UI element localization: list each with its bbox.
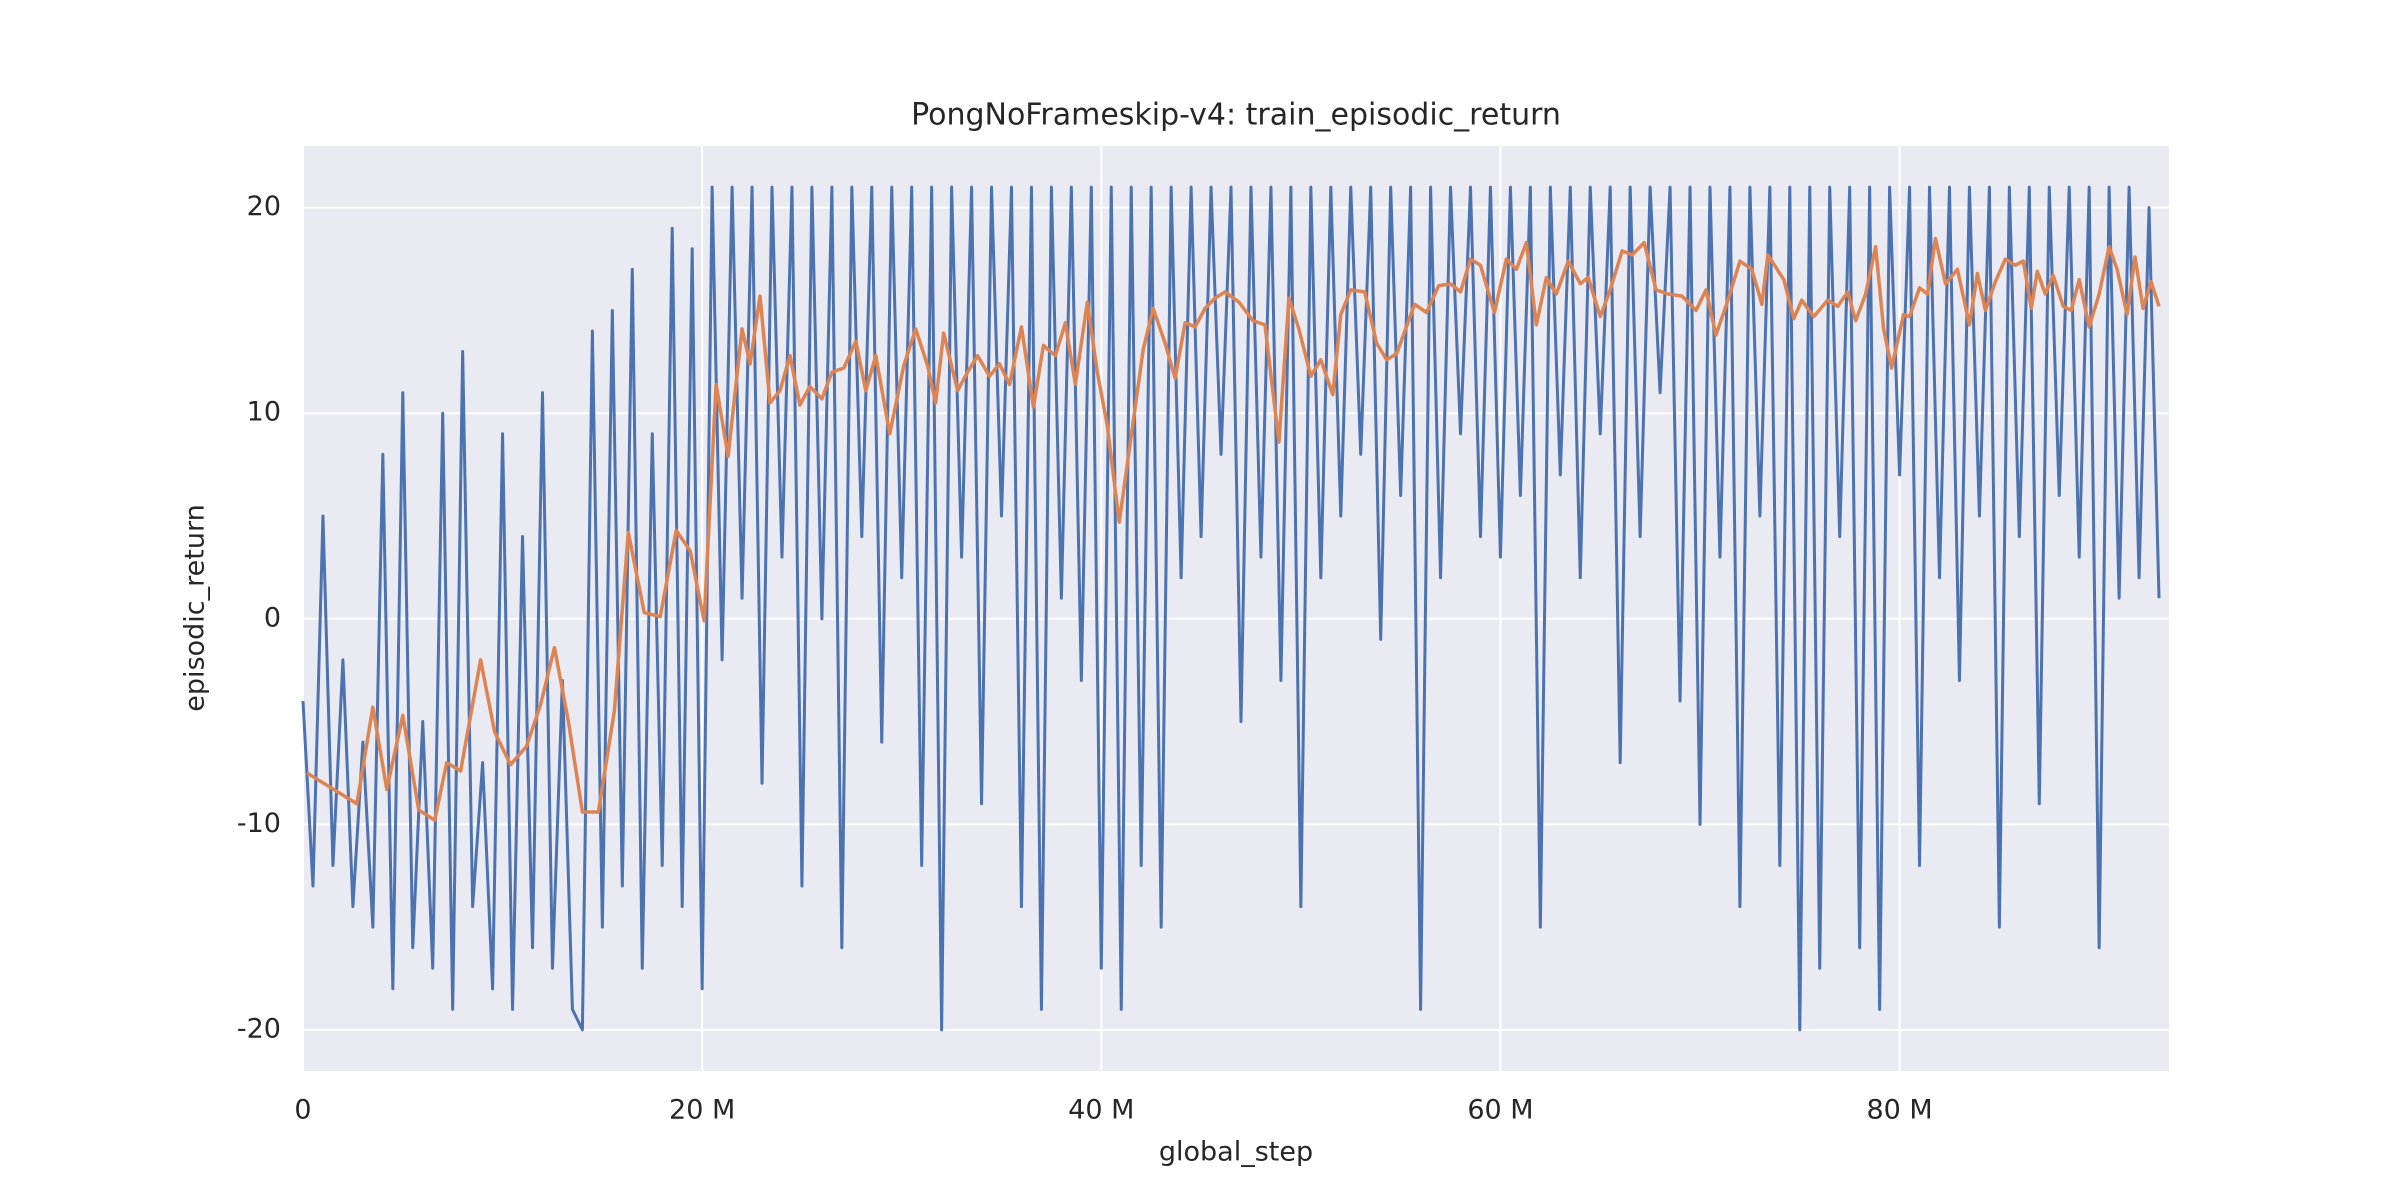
x-tick-label: 40 M bbox=[1068, 1095, 1134, 1126]
x-tick-label: 0 bbox=[294, 1095, 311, 1126]
y-tick-label: 0 bbox=[264, 602, 281, 633]
x-tick-label: 80 M bbox=[1866, 1095, 1932, 1126]
y-tick-label: -10 bbox=[237, 808, 281, 839]
x-axis-label: global_step bbox=[1159, 1137, 1313, 1168]
x-tick-label: 20 M bbox=[669, 1095, 735, 1126]
y-axis-label: episodic_return bbox=[180, 504, 211, 711]
line-series bbox=[306, 236, 2161, 822]
x-tick-label: 60 M bbox=[1467, 1095, 1533, 1126]
y-tick-label: 20 bbox=[247, 191, 281, 222]
line-series bbox=[301, 185, 2161, 1032]
y-tick-label: 10 bbox=[247, 397, 281, 428]
y-tick-label: -20 bbox=[237, 1013, 281, 1044]
chart-title: PongNoFrameskip-v4: train_episodic_retur… bbox=[911, 98, 1561, 133]
